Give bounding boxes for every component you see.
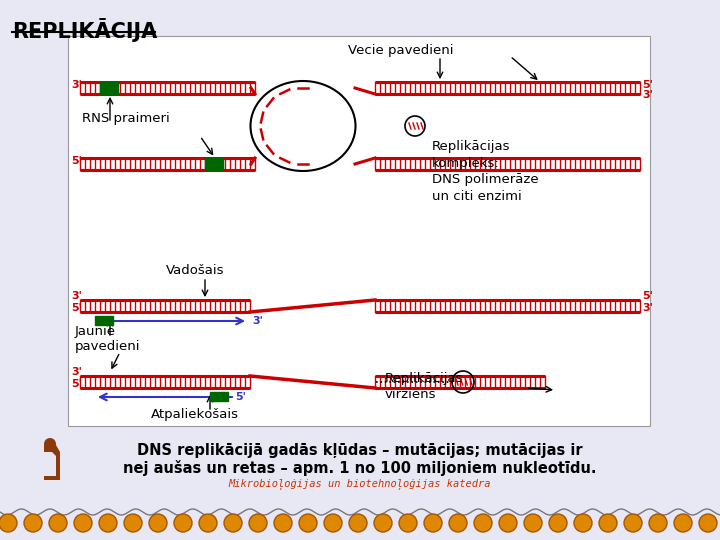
Text: 5': 5' <box>642 291 653 301</box>
Circle shape <box>449 514 467 532</box>
Circle shape <box>124 514 142 532</box>
Circle shape <box>224 514 242 532</box>
Circle shape <box>374 514 392 532</box>
Circle shape <box>599 514 617 532</box>
Circle shape <box>524 514 542 532</box>
Text: DNS replikācijā gadās kļūdas – mutācijas; mutācijas ir: DNS replikācijā gadās kļūdas – mutācijas… <box>138 443 582 458</box>
Circle shape <box>699 514 717 532</box>
Circle shape <box>274 514 292 532</box>
Circle shape <box>549 514 567 532</box>
Text: RNS praimeri: RNS praimeri <box>82 112 170 125</box>
Circle shape <box>499 514 517 532</box>
Text: Mikrobioļoġijas un biotehnoļoġijas katedra: Mikrobioļoġijas un biotehnoļoġijas kated… <box>229 479 491 490</box>
Text: Vecie pavedieni: Vecie pavedieni <box>348 44 454 57</box>
Circle shape <box>0 514 17 532</box>
Bar <box>210 392 228 401</box>
Bar <box>100 82 118 94</box>
Text: Replikācijas
virziens: Replikācijas virziens <box>385 372 464 402</box>
Text: 3': 3' <box>252 316 263 326</box>
Text: 3': 3' <box>642 303 653 313</box>
Circle shape <box>199 514 217 532</box>
Circle shape <box>399 514 417 532</box>
Circle shape <box>624 514 642 532</box>
Circle shape <box>174 514 192 532</box>
Circle shape <box>49 514 67 532</box>
Text: 3': 3' <box>642 90 653 100</box>
Circle shape <box>349 514 367 532</box>
Circle shape <box>24 514 42 532</box>
FancyBboxPatch shape <box>68 36 650 426</box>
Circle shape <box>249 514 267 532</box>
Circle shape <box>574 514 592 532</box>
Circle shape <box>74 514 92 532</box>
Text: 5': 5' <box>71 156 82 166</box>
Text: 5': 5' <box>71 379 82 389</box>
Text: 5': 5' <box>235 392 246 402</box>
Polygon shape <box>44 445 60 480</box>
Circle shape <box>474 514 492 532</box>
Bar <box>95 316 113 325</box>
Circle shape <box>99 514 117 532</box>
Circle shape <box>44 438 56 450</box>
Bar <box>205 158 223 170</box>
Circle shape <box>424 514 442 532</box>
Text: 5': 5' <box>642 80 653 90</box>
Text: 3': 3' <box>71 80 82 90</box>
Text: 3': 3' <box>71 291 82 301</box>
Circle shape <box>674 514 692 532</box>
Text: 5': 5' <box>71 303 82 313</box>
Circle shape <box>324 514 342 532</box>
Circle shape <box>299 514 317 532</box>
Text: 3': 3' <box>71 367 82 377</box>
Text: Jaunie
pavedieni: Jaunie pavedieni <box>75 325 140 353</box>
Text: Vadošais: Vadošais <box>166 264 224 277</box>
Circle shape <box>649 514 667 532</box>
Text: REPLIKĀCIJA: REPLIKĀCIJA <box>12 18 157 42</box>
Text: Replikācijas
kompleks:
DNS polimerāze
un citi enzimi: Replikācijas kompleks: DNS polimerāze un… <box>432 140 539 202</box>
Text: Atpaliekоšais: Atpaliekоšais <box>151 408 239 421</box>
Circle shape <box>149 514 167 532</box>
Text: nej aušas un retas – apm. 1 no 100 miljoniem nukleotīdu.: nej aušas un retas – apm. 1 no 100 miljo… <box>123 460 597 476</box>
